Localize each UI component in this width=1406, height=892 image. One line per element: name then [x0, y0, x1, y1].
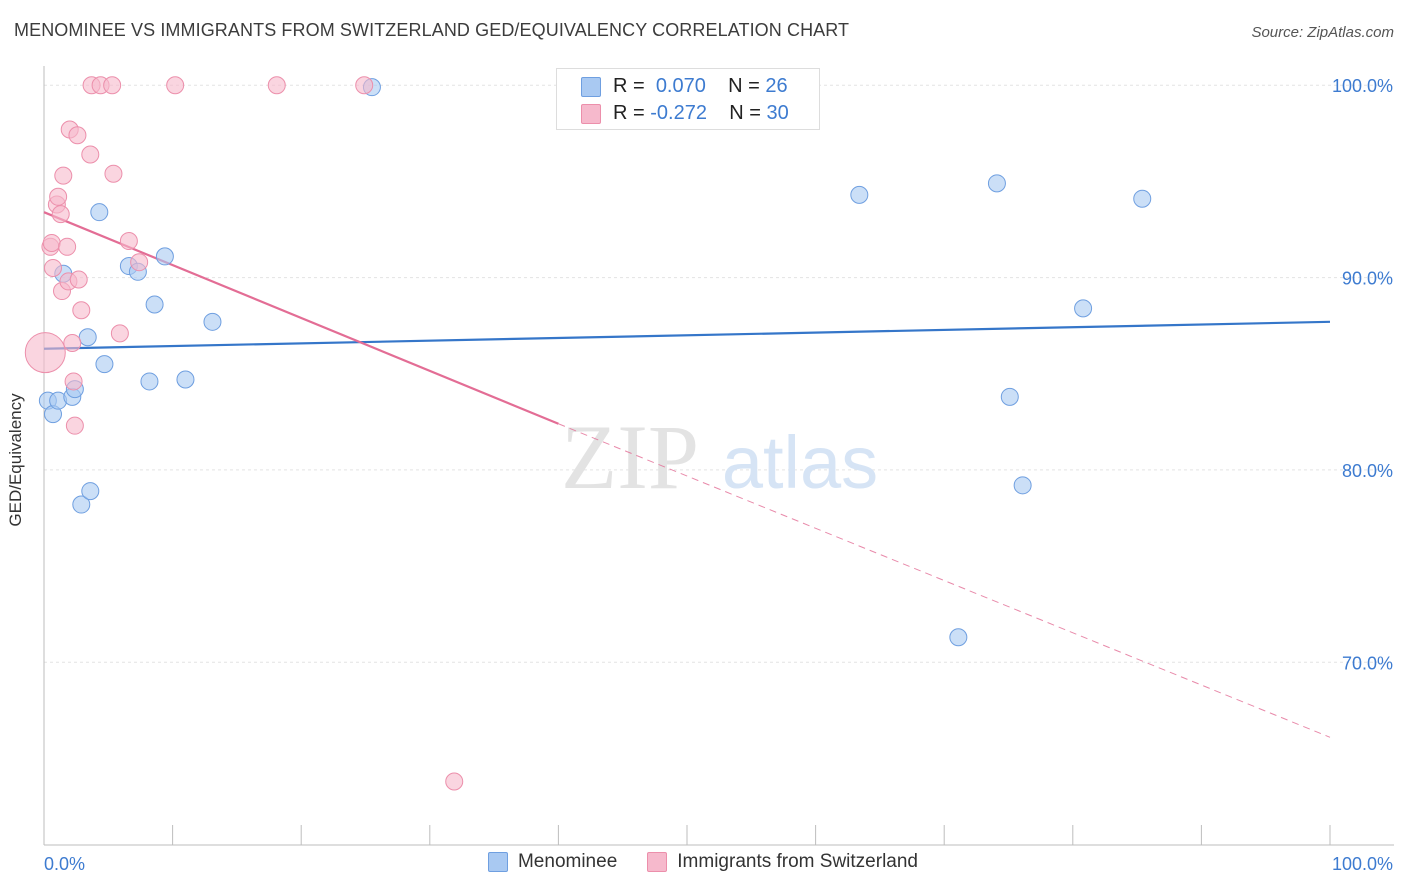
watermark-zip: ZIP: [561, 406, 699, 508]
point-menominee: [850, 185, 869, 204]
r-value: -0.272: [650, 102, 707, 124]
point-menominee: [1133, 189, 1152, 208]
point-switzerland: [445, 772, 464, 791]
r-label: R =: [613, 102, 645, 124]
menominee-legend-swatch: [487, 852, 508, 872]
point-menominee: [90, 203, 109, 222]
y-tick-labels: 100.0% 90.0% 80.0% 70.0%: [1332, 76, 1393, 673]
point-menominee: [95, 355, 114, 374]
axes: [43, 66, 1394, 846]
point-switzerland: [68, 126, 87, 145]
legend-label-switzerland: Immigrants from Switzerland: [677, 851, 918, 872]
legend-item-switzerland[interactable]: Immigrants from Switzerland: [647, 851, 918, 873]
source-label: Source: ZipAtlas.com: [1251, 24, 1394, 41]
point-switzerland: [44, 258, 63, 277]
correlation-row-menominee: R = 0.070 N = 26: [581, 75, 788, 98]
point-switzerland: [81, 145, 100, 164]
menominee-swatch: [581, 76, 601, 97]
n-label: N =: [729, 102, 761, 124]
legend-item-menominee[interactable]: Menominee: [487, 851, 618, 873]
trend-line-menominee: [43, 320, 1331, 350]
switzerland-swatch: [581, 103, 601, 124]
point-switzerland: [64, 372, 83, 391]
point-switzerland: [103, 76, 122, 95]
point-switzerland: [166, 76, 185, 95]
point-switzerland: [130, 253, 149, 272]
point-switzerland: [104, 164, 123, 183]
watermark: ZIP atlas: [561, 406, 878, 508]
point-menominee: [81, 482, 100, 501]
bottom-legend: Menominee Immigrants from Switzerland: [0, 851, 1406, 873]
y-tick-label: 70.0%: [1342, 653, 1393, 673]
point-switzerland: [69, 270, 88, 289]
point-menominee: [949, 628, 968, 647]
point-switzerland: [63, 333, 82, 352]
chart-title: MENOMINEE VS IMMIGRANTS FROM SWITZERLAND…: [14, 20, 850, 40]
point-switzerland: [49, 187, 68, 206]
point-menominee: [155, 247, 174, 266]
point-menominee: [140, 372, 159, 391]
data-points: [24, 76, 1152, 791]
legend-label-menominee: Menominee: [517, 851, 618, 872]
point-menominee: [1000, 387, 1019, 406]
point-menominee: [1013, 476, 1032, 495]
r-value: 0.070: [655, 75, 706, 97]
watermark-atlas: atlas: [722, 421, 878, 504]
x-tick-labels: 0.0% 100.0%: [44, 854, 1393, 874]
point-switzerland: [42, 233, 61, 252]
correlation-row-switzerland: R = -0.272 N = 30: [581, 102, 789, 125]
point-menominee: [987, 174, 1006, 193]
point-switzerland: [119, 232, 138, 251]
point-menominee: [78, 328, 97, 347]
n-label: N =: [728, 75, 760, 97]
y-tick-label: 100.0%: [1332, 76, 1393, 96]
y-tick-label: 80.0%: [1342, 461, 1393, 481]
x-tick-label: 100.0%: [1332, 854, 1393, 874]
point-switzerland: [72, 301, 91, 320]
n-value: 30: [766, 102, 789, 124]
r-label: R =: [613, 75, 645, 97]
x-tick-label: 0.0%: [44, 854, 85, 874]
point-menominee: [1074, 299, 1093, 318]
y-axis-label: GED/Equivalency: [6, 393, 25, 527]
switzerland-legend-swatch: [647, 852, 668, 872]
point-menominee: [145, 295, 164, 314]
point-switzerland: [24, 332, 66, 374]
trend-line-switzerland-extrapolated: [558, 423, 1331, 738]
point-switzerland: [54, 166, 73, 185]
y-tick-label: 90.0%: [1342, 269, 1393, 289]
point-switzerland: [51, 205, 70, 224]
point-switzerland: [355, 76, 374, 95]
point-switzerland: [267, 76, 286, 95]
point-menominee: [72, 495, 91, 514]
point-menominee: [203, 312, 222, 331]
grid-lines: [44, 84, 1394, 663]
point-switzerland: [58, 237, 77, 256]
point-switzerland: [65, 416, 84, 435]
n-value: 26: [765, 75, 788, 97]
point-switzerland: [110, 324, 129, 343]
correlation-legend: R = 0.070 N = 26 R = -0.272 N = 30: [556, 68, 820, 130]
point-menominee: [176, 370, 195, 389]
